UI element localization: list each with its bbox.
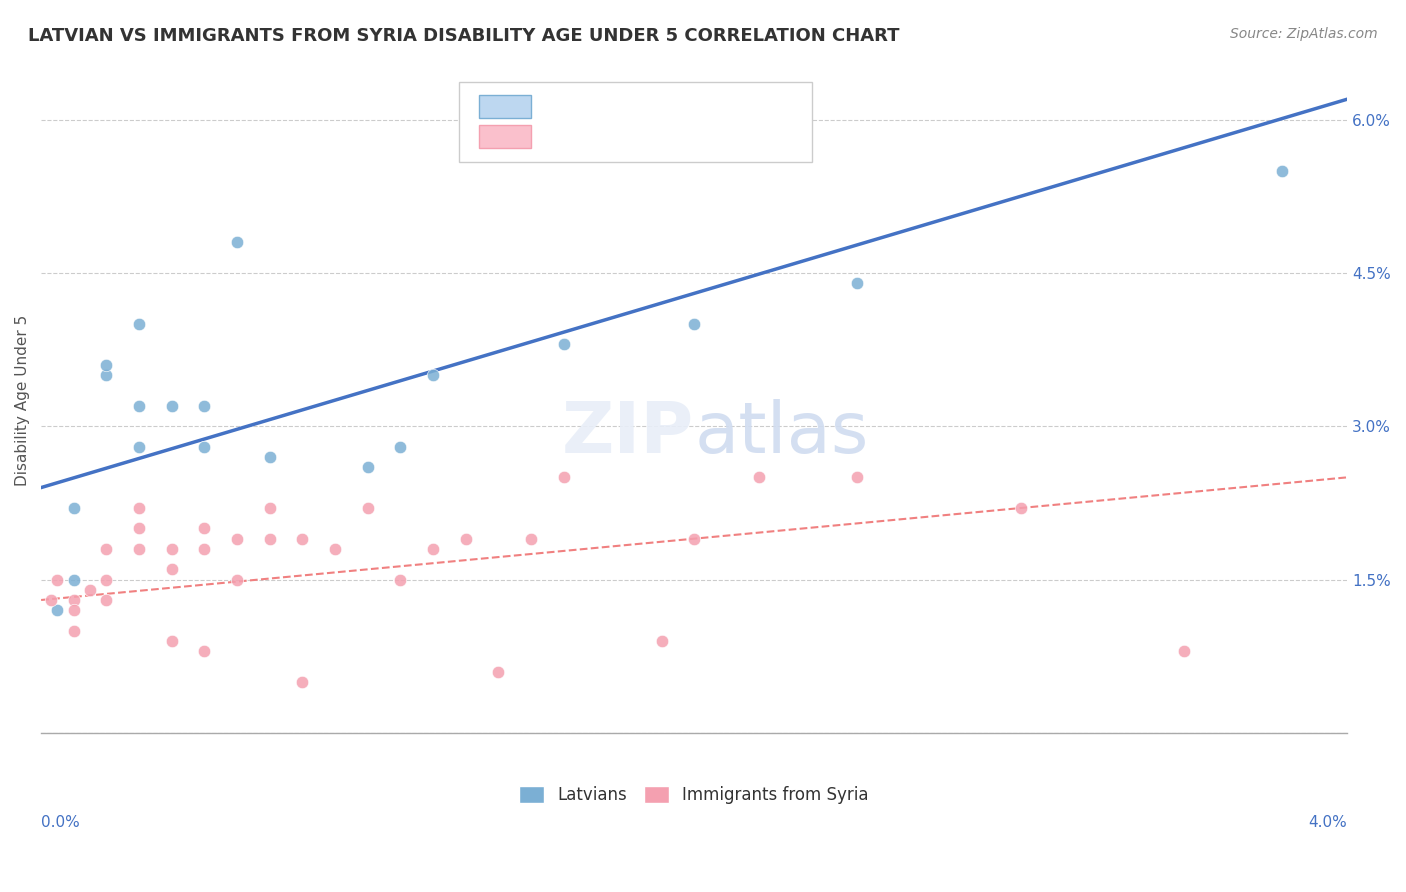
- Point: [128, 521, 150, 535]
- Point: [128, 501, 150, 516]
- Point: [46, 573, 69, 587]
- Point: [193, 440, 215, 454]
- Bar: [478, 125, 531, 148]
- Point: [553, 470, 575, 484]
- Text: Source: ZipAtlas.com: Source: ZipAtlas.com: [1230, 27, 1378, 41]
- Point: [748, 470, 770, 484]
- Point: [323, 541, 346, 556]
- Text: atlas: atlas: [695, 400, 869, 468]
- Point: [259, 501, 281, 516]
- Point: [291, 532, 314, 546]
- Point: [193, 541, 215, 556]
- Y-axis label: Disability Age Under 5: Disability Age Under 5: [15, 315, 30, 486]
- Point: [1271, 163, 1294, 178]
- Text: R = 0.236    N = 38: R = 0.236 N = 38: [544, 128, 706, 146]
- Point: [553, 337, 575, 351]
- Point: [193, 399, 215, 413]
- Point: [96, 593, 118, 607]
- Point: [128, 541, 150, 556]
- Point: [79, 582, 101, 597]
- Point: [39, 593, 62, 607]
- Point: [454, 532, 477, 546]
- Point: [128, 440, 150, 454]
- Point: [62, 593, 84, 607]
- Point: [62, 573, 84, 587]
- Bar: [478, 95, 531, 119]
- Point: [389, 573, 412, 587]
- Point: [683, 317, 706, 331]
- Point: [226, 532, 249, 546]
- Text: 4.0%: 4.0%: [1309, 814, 1347, 830]
- Point: [193, 521, 215, 535]
- Point: [160, 633, 183, 648]
- Point: [356, 460, 378, 475]
- Point: [96, 541, 118, 556]
- Point: [846, 276, 869, 290]
- Point: [96, 573, 118, 587]
- Point: [96, 368, 118, 383]
- Point: [62, 624, 84, 638]
- Point: [356, 501, 378, 516]
- Text: LATVIAN VS IMMIGRANTS FROM SYRIA DISABILITY AGE UNDER 5 CORRELATION CHART: LATVIAN VS IMMIGRANTS FROM SYRIA DISABIL…: [28, 27, 900, 45]
- Point: [683, 532, 706, 546]
- Point: [422, 541, 444, 556]
- Point: [846, 470, 869, 484]
- Point: [651, 633, 673, 648]
- Point: [259, 450, 281, 464]
- Point: [46, 603, 69, 617]
- Point: [1010, 501, 1032, 516]
- Point: [62, 603, 84, 617]
- Point: [160, 562, 183, 576]
- Point: [422, 368, 444, 383]
- Text: 0.0%: 0.0%: [41, 814, 80, 830]
- Point: [193, 644, 215, 658]
- Text: R = 0.655    N = 20: R = 0.655 N = 20: [544, 98, 706, 116]
- Legend: Latvians, Immigrants from Syria: Latvians, Immigrants from Syria: [519, 786, 869, 805]
- Point: [226, 235, 249, 250]
- Point: [128, 399, 150, 413]
- Point: [520, 532, 543, 546]
- Point: [128, 317, 150, 331]
- Point: [1173, 644, 1195, 658]
- Point: [486, 665, 509, 679]
- Point: [160, 399, 183, 413]
- Point: [259, 532, 281, 546]
- Point: [226, 573, 249, 587]
- Point: [160, 541, 183, 556]
- Point: [96, 358, 118, 372]
- Point: [62, 501, 84, 516]
- Point: [291, 674, 314, 689]
- Point: [389, 440, 412, 454]
- Text: ZIP: ZIP: [562, 400, 695, 468]
